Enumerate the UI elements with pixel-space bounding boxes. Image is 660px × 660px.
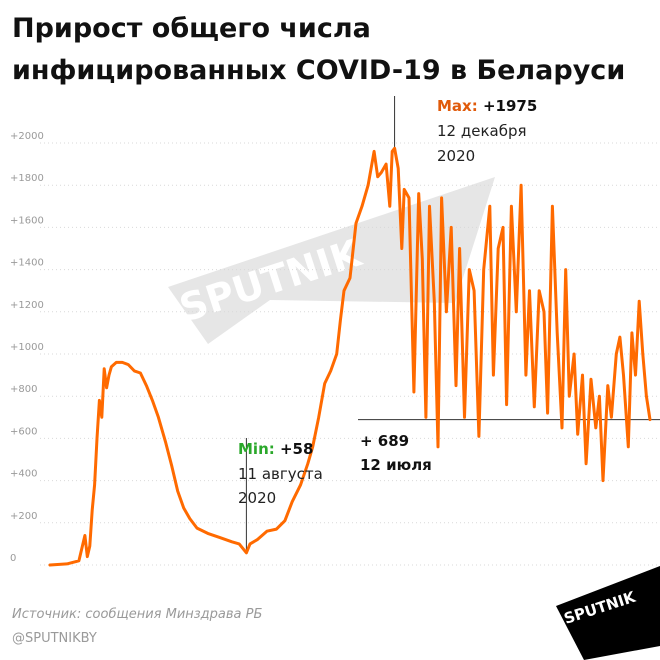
y-tick-label: +1600 xyxy=(10,215,44,226)
min-year: 2020 xyxy=(238,489,276,507)
max-year: 2020 xyxy=(437,147,475,165)
max-date: 12 декабря xyxy=(437,122,527,140)
annotations xyxy=(245,96,660,553)
source-note: Источник: сообщения Минздрава РБ xyxy=(12,607,263,622)
y-tick-label: +800 xyxy=(10,384,37,395)
watermark-text: SPUTNIK xyxy=(174,230,367,330)
min-label-prefix: Min: xyxy=(238,440,275,458)
y-tick-label: 0 xyxy=(10,553,16,564)
min-date: 11 августа xyxy=(238,465,323,483)
max-label: Max: +1975 xyxy=(437,97,537,115)
y-tick-label: +2000 xyxy=(10,131,44,142)
watermark: SPUTNIK xyxy=(168,177,495,344)
min-value: +58 xyxy=(280,440,313,458)
y-tick-label: +1800 xyxy=(10,173,44,184)
sputnik-logo: SPUTNIK xyxy=(556,566,660,660)
y-tick-label: +400 xyxy=(10,469,37,480)
series-line xyxy=(48,146,652,567)
min-label: Min: +58 xyxy=(238,440,313,458)
y-tick-label: +1200 xyxy=(10,300,44,311)
watermark-shape xyxy=(168,177,495,344)
logo-shape xyxy=(556,566,660,660)
y-tick-label: +600 xyxy=(10,426,37,437)
chart-title: Прирост общего числа инфицированных COVI… xyxy=(12,13,626,86)
max-value: +1975 xyxy=(483,97,537,115)
y-tick-label: +1400 xyxy=(10,258,44,269)
max-label-prefix: Max: xyxy=(437,97,478,115)
y-axis: 0 +200 +400 +600 +800 +1000 +1200 +1400 +1600 +18… xyxy=(10,131,44,564)
y-tick-label: +1000 xyxy=(10,342,44,353)
last-value: + 689 xyxy=(360,432,409,450)
y-tick-label: +200 xyxy=(10,511,37,522)
annotation-labels: Max: +1975 12 декабря 2020 Min: +58 11 а… xyxy=(238,97,537,507)
last-date: 12 июля xyxy=(360,456,432,474)
twitter-handle: @SPUTNIKBY xyxy=(12,631,97,646)
